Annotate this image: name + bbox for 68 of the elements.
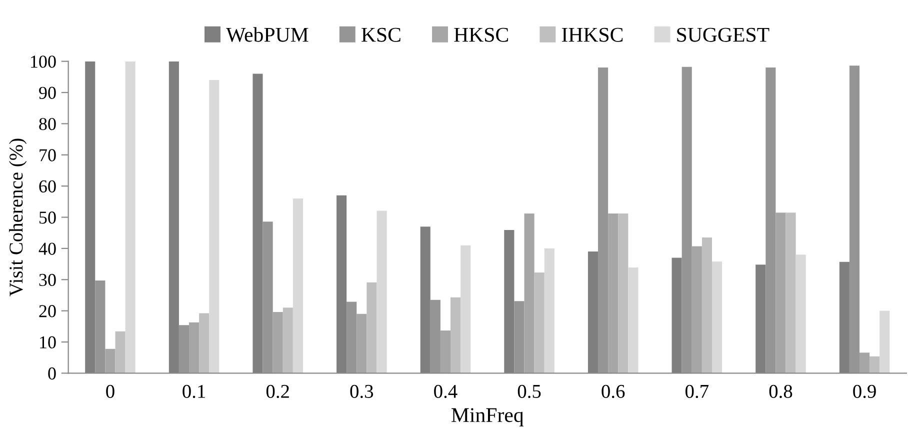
bar <box>366 282 377 374</box>
bar <box>534 272 544 374</box>
legend-label: HKSC <box>454 28 508 42</box>
x-tick-label: 0.9 <box>853 384 876 398</box>
y-axis-title: Visit Coherence (%) <box>9 138 27 296</box>
legend-label: IHKSC <box>562 28 623 42</box>
bar <box>430 300 440 374</box>
legend-label: WebPUM <box>226 27 308 42</box>
y-tick-label: 50 <box>40 212 56 224</box>
legend-label: KSC <box>362 28 400 42</box>
x-tick-label: 0.5 <box>518 384 541 398</box>
bar <box>346 302 357 374</box>
bar <box>262 222 273 374</box>
bar <box>95 280 106 374</box>
bar <box>598 68 608 374</box>
bar <box>880 310 890 374</box>
bar <box>544 248 554 374</box>
bar <box>618 214 628 374</box>
bar <box>282 308 293 374</box>
bar <box>776 212 786 374</box>
y-tick-label: 30 <box>39 274 56 286</box>
y-tick-label: 10 <box>40 336 56 348</box>
x-tick-label: 0.3 <box>350 384 374 398</box>
x-tick-label: 0.7 <box>686 384 709 398</box>
bar <box>796 254 806 374</box>
bar <box>356 314 367 374</box>
legend-label: SUGGEST <box>677 28 770 42</box>
bar <box>209 80 220 374</box>
x-tick-label: 0.2 <box>266 384 289 398</box>
bar <box>105 348 116 374</box>
bar <box>440 330 451 374</box>
bar <box>870 356 880 374</box>
bar <box>115 331 126 374</box>
bar <box>786 212 796 374</box>
y-tick-label: 20 <box>39 305 56 318</box>
bar <box>682 66 692 374</box>
bar <box>376 210 387 374</box>
bar <box>272 312 283 374</box>
bar <box>524 214 534 374</box>
x-tick-label: 0 <box>106 384 114 398</box>
bar <box>712 262 722 374</box>
bar <box>199 313 210 374</box>
y-tick-label: 0 <box>48 367 56 380</box>
bar <box>189 322 200 374</box>
bar <box>292 198 303 374</box>
bar <box>450 297 461 374</box>
y-tick-label: 40 <box>38 242 56 255</box>
bar <box>178 325 190 374</box>
x-tick-label: 0.4 <box>434 384 458 398</box>
bar <box>766 68 776 374</box>
bar <box>849 66 860 374</box>
bar <box>692 246 702 374</box>
y-tick-label: 90 <box>39 86 56 99</box>
bar <box>702 238 712 374</box>
y-tick-label: 60 <box>39 180 56 193</box>
x-tick-label: 0.1 <box>182 384 206 398</box>
y-tick-label: 100 <box>31 56 56 68</box>
x-tick-label: 0.8 <box>769 384 792 398</box>
y-tick-label: 80 <box>39 118 56 130</box>
bar <box>460 245 471 374</box>
x-axis-title: MinFreq <box>452 408 524 426</box>
bar <box>514 301 524 374</box>
bar <box>608 214 618 374</box>
bar <box>860 352 870 374</box>
bar <box>125 61 136 374</box>
bar <box>628 267 638 374</box>
y-tick-label: 70 <box>40 149 56 162</box>
x-tick-label: 0.6 <box>602 384 625 398</box>
